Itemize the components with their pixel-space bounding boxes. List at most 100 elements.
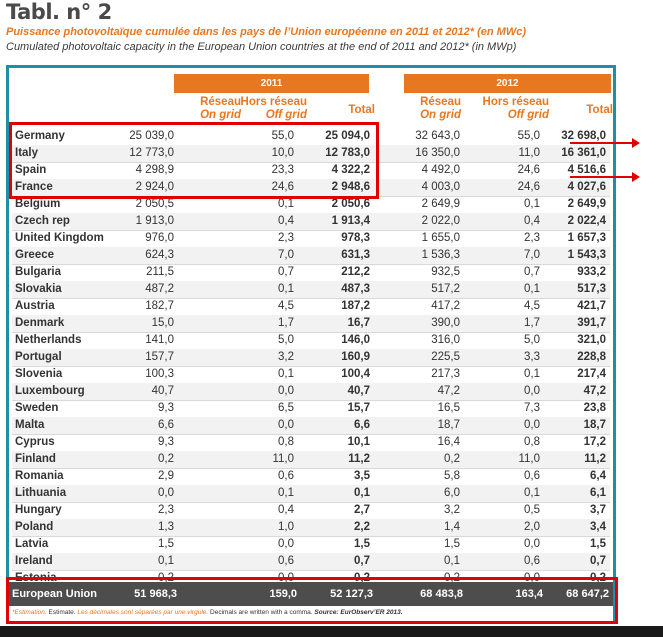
table-row: Slovenia 100,3 0,1 100,4 217,3 0,1 217,4 bbox=[12, 366, 610, 384]
table-cell: 10,1 bbox=[347, 436, 370, 448]
table-cell: 1,5 bbox=[444, 538, 460, 550]
table-cell: 0,2 bbox=[158, 453, 174, 465]
table-cell: 7,0 bbox=[278, 249, 294, 261]
table-cell: 2,3 bbox=[158, 504, 174, 516]
table-cell: 2 050,5 bbox=[135, 198, 174, 210]
table-cell: 1,5 bbox=[158, 538, 174, 550]
highlight-underline-germany-total bbox=[570, 142, 632, 144]
table-cell: 487,2 bbox=[145, 283, 174, 295]
table-cell: 390,0 bbox=[431, 317, 460, 329]
table-cell: 0,1 bbox=[354, 487, 370, 499]
table-cell: 1,5 bbox=[354, 538, 370, 550]
table-cell: 6,1 bbox=[590, 487, 606, 499]
table-cell: 9,3 bbox=[158, 436, 174, 448]
table-cell: 0,0 bbox=[278, 538, 294, 550]
table-cell: 0,1 bbox=[278, 368, 294, 380]
table-cell: 225,5 bbox=[431, 351, 460, 363]
table-cell: 3,3 bbox=[524, 351, 540, 363]
table-row: Hungary 2,3 0,4 2,7 3,2 0,5 3,7 bbox=[12, 502, 610, 520]
table-cell: 12 783,0 bbox=[325, 147, 370, 159]
col-header-offgrid-2012: Hors réseau Off grid bbox=[482, 96, 549, 121]
table-row: Lithuania 0,0 0,1 0,1 6,0 0,1 6,1 bbox=[12, 485, 610, 503]
table-cell: 2 649,9 bbox=[421, 198, 460, 210]
highlight-box-eu-total bbox=[6, 577, 618, 624]
table-cell: 212,2 bbox=[341, 266, 370, 278]
table-cell: 0,1 bbox=[524, 487, 540, 499]
table-row: Portugal 157,7 3,2 160,9 225,5 3,3 228,8 bbox=[12, 349, 610, 367]
table-cell: 631,3 bbox=[341, 249, 370, 261]
table-cell: 18,7 bbox=[583, 419, 606, 431]
country-name: Romania bbox=[15, 470, 64, 482]
table-cell: 11,0 bbox=[518, 147, 540, 159]
table-cell: 11,0 bbox=[518, 453, 540, 465]
table-cell: 15,7 bbox=[347, 402, 370, 414]
table-cell: 0,0 bbox=[278, 419, 294, 431]
highlight-box-top-countries bbox=[9, 122, 379, 199]
col-header-offgrid-2011: Hors réseau Off grid bbox=[240, 96, 307, 121]
table-cell: 17,2 bbox=[583, 436, 606, 448]
table-row: Slovakia 487,2 0,1 487,3 517,2 0,1 517,3 bbox=[12, 281, 610, 299]
table-row: Austria 182,7 4,5 187,2 417,2 4,5 421,7 bbox=[12, 298, 610, 316]
table-cell: 141,0 bbox=[145, 334, 174, 346]
table-cell: 1,3 bbox=[158, 521, 174, 533]
country-name: Lithuania bbox=[15, 487, 67, 499]
total-cell: 159,0 bbox=[269, 588, 297, 600]
table-cell: 0,4 bbox=[278, 504, 294, 516]
table-cell: 1,0 bbox=[278, 521, 294, 533]
table-cell: 978,3 bbox=[341, 232, 370, 244]
table-row: Luxembourg 40,7 0,0 40,7 47,2 0,0 47,2 bbox=[12, 383, 610, 401]
table-cell: 2,2 bbox=[354, 521, 370, 533]
country-name: Bulgaria bbox=[15, 266, 62, 278]
table-cell: 11,2 bbox=[348, 453, 370, 465]
table-cell: 11,2 bbox=[584, 453, 606, 465]
table-cell: 1,7 bbox=[524, 317, 540, 329]
table-row: Italy 12 773,0 10,0 12 783,0 16 350,0 11,0 16 … bbox=[12, 145, 610, 163]
table-cell: 0,6 bbox=[278, 555, 294, 567]
table-cell: 0,1 bbox=[158, 555, 174, 567]
table-cell: 23,3 bbox=[271, 164, 294, 176]
table-row: Cyprus 9,3 0,8 10,1 16,4 0,8 17,2 bbox=[12, 434, 610, 452]
table-cell: 100,3 bbox=[145, 368, 174, 380]
table-cell: 0,6 bbox=[524, 470, 540, 482]
table-cell: 16,5 bbox=[437, 402, 460, 414]
table-row: Czech rep 1 913,0 0,4 1 913,4 2 022,0 0,4 2 02… bbox=[12, 213, 610, 231]
table-cell: 5,8 bbox=[444, 470, 460, 482]
col-header-ongrid-2011: Réseau On grid bbox=[200, 96, 241, 121]
table-cell: 9,3 bbox=[158, 402, 174, 414]
table-row: Latvia 1,5 0,0 1,5 1,5 0,0 1,5 bbox=[12, 536, 610, 554]
subtitle-french: Puissance photovoltaïque cumulée dans le… bbox=[6, 26, 527, 38]
table-cell: 0,7 bbox=[524, 266, 540, 278]
table-cell: 55,0 bbox=[517, 130, 540, 142]
table-cell: 32 643,0 bbox=[415, 130, 460, 142]
table-cell: 32 698,0 bbox=[561, 130, 606, 142]
country-name: Ireland bbox=[15, 555, 53, 567]
table-cell: 4 322,2 bbox=[331, 164, 370, 176]
total-cell: 68 483,8 bbox=[420, 588, 463, 600]
year-header-2012: 2012 bbox=[404, 74, 611, 93]
table-cell: 0,4 bbox=[524, 215, 540, 227]
table-cell: 1 913,0 bbox=[135, 215, 174, 227]
table-cell: 2,9 bbox=[158, 470, 174, 482]
country-name: Slovakia bbox=[15, 283, 62, 295]
table-cell: 976,0 bbox=[145, 232, 174, 244]
country-name: Belgium bbox=[15, 198, 61, 210]
country-name: Cyprus bbox=[15, 436, 55, 448]
year-header-2011: 2011 bbox=[174, 74, 369, 93]
table-row: United Kingdom 976,0 2,3 978,3 1 655,0 2,3 1 6… bbox=[12, 230, 610, 248]
table-cell: 624,3 bbox=[145, 249, 174, 261]
table-row: Greece 624,3 7,0 631,3 1 536,3 7,0 1 543,3 bbox=[12, 247, 610, 265]
country-name: Greece bbox=[15, 249, 55, 261]
table-cell: 2 948,6 bbox=[331, 181, 370, 193]
table-cell: 1 536,3 bbox=[421, 249, 460, 261]
table-cell: 1 657,3 bbox=[567, 232, 606, 244]
table-cell: 18,7 bbox=[437, 419, 460, 431]
table-row: Denmark 15,0 1,7 16,7 390,0 1,7 391,7 bbox=[12, 315, 610, 333]
table-cell: 4 027,6 bbox=[567, 181, 606, 193]
table-cell: 23,8 bbox=[583, 402, 606, 414]
bottom-bar bbox=[0, 626, 663, 637]
table-row: Netherlands 141,0 5,0 146,0 316,0 5,0 321,0 bbox=[12, 332, 610, 350]
table-cell: 2,3 bbox=[524, 232, 540, 244]
table-row: Romania 2,9 0,6 3,5 5,8 0,6 6,4 bbox=[12, 468, 610, 486]
table-cell: 2,7 bbox=[354, 504, 370, 516]
country-name: Italy bbox=[15, 147, 39, 159]
